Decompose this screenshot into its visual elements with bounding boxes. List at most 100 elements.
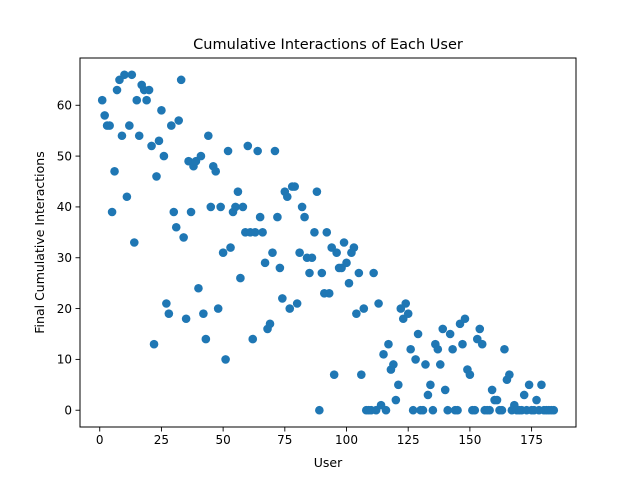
data-point-44 (206, 202, 216, 212)
data-point-75 (282, 192, 292, 202)
data-point-25 (159, 151, 169, 161)
y-tick-label-3: 30 (57, 251, 72, 265)
data-point-138 (438, 324, 448, 334)
data-point-88 (315, 405, 324, 415)
data-point-18 (142, 95, 151, 105)
data-point-51 (223, 146, 233, 156)
data-point-64 (255, 212, 265, 222)
data-point-139 (440, 385, 450, 395)
data-point-89 (317, 268, 327, 278)
x-axis-ticks: 0 25 50 75 100 125 150 175 (96, 427, 543, 447)
x-tick-label-4: 100 (335, 433, 358, 447)
data-point-157 (485, 405, 494, 415)
y-tick-label-2: 20 (57, 302, 72, 316)
data-point-80 (295, 248, 304, 257)
data-point-30 (171, 222, 181, 232)
data-point-59 (243, 141, 253, 151)
data-point-94 (329, 370, 339, 379)
data-point-42 (201, 334, 211, 344)
data-point-123 (401, 299, 411, 308)
data-point-4 (107, 207, 117, 217)
data-point-82 (300, 212, 309, 222)
x-tick-label-0: 0 (96, 433, 104, 447)
data-point-154 (477, 339, 487, 349)
x-axis-label: User (314, 455, 343, 470)
data-point-29 (169, 207, 179, 217)
y-tick-label-1: 10 (57, 353, 72, 367)
data-point-41 (199, 309, 208, 318)
data-point-183 (549, 405, 559, 415)
data-point-21 (149, 339, 159, 349)
data-point-10 (122, 192, 132, 202)
data-point-14 (132, 95, 142, 105)
data-point-151 (470, 405, 480, 415)
x-tick-label-6: 150 (458, 433, 481, 447)
data-point-92 (324, 289, 334, 298)
data-point-22 (152, 172, 161, 181)
data-point-178 (537, 380, 546, 390)
data-point-147 (460, 314, 470, 324)
data-point-11 (125, 121, 134, 130)
data-point-115 (381, 405, 391, 415)
data-point-98 (339, 238, 349, 247)
data-point-134 (428, 405, 438, 415)
data-point-12 (127, 70, 137, 80)
data-point-91 (322, 228, 332, 237)
data-point-163 (500, 344, 509, 354)
data-point-1 (100, 111, 109, 120)
y-tick-label-5: 50 (57, 149, 72, 163)
data-point-86 (310, 228, 319, 237)
data-point-69 (268, 248, 277, 257)
data-point-171 (519, 390, 529, 400)
data-point-99 (342, 258, 351, 268)
y-tick-label-6: 60 (57, 99, 72, 113)
data-point-72 (275, 263, 285, 273)
data-point-34 (181, 314, 191, 324)
data-point-126 (408, 405, 418, 415)
data-point-130 (418, 405, 428, 415)
data-point-120 (394, 380, 403, 390)
data-point-162 (497, 405, 507, 415)
data-point-112 (374, 299, 383, 308)
data-point-47 (213, 304, 223, 313)
data-point-173 (524, 380, 534, 390)
data-point-149 (465, 370, 475, 379)
data-point-52 (226, 243, 235, 252)
data-point-85 (307, 253, 317, 263)
data-point-54 (231, 202, 240, 212)
x-tick-label-5: 125 (397, 433, 420, 447)
data-point-65 (258, 228, 267, 237)
y-tick-label-4: 40 (57, 200, 72, 214)
data-point-103 (352, 309, 361, 318)
data-point-100 (344, 278, 354, 288)
data-point-132 (423, 390, 433, 400)
data-point-128 (413, 329, 423, 339)
data-point-84 (305, 268, 314, 278)
data-point-76 (285, 304, 295, 313)
data-point-32 (176, 75, 186, 85)
x-tick-label-1: 25 (154, 433, 169, 447)
data-point-116 (384, 339, 393, 349)
x-tick-label-3: 75 (277, 433, 292, 447)
data-point-36 (186, 207, 196, 217)
data-point-110 (369, 268, 378, 278)
data-point-40 (196, 151, 206, 161)
data-point-119 (391, 395, 401, 405)
data-point-0 (97, 95, 107, 105)
data-point-39 (194, 283, 203, 293)
data-point-133 (426, 380, 435, 390)
data-point-124 (403, 309, 413, 318)
chart-title: Cumulative Interactions of Each User (193, 37, 463, 53)
data-point-43 (204, 131, 213, 141)
data-point-153 (475, 324, 485, 334)
data-points (97, 70, 559, 415)
data-point-137 (435, 360, 445, 369)
data-point-140 (443, 405, 452, 415)
data-point-55 (233, 187, 243, 196)
y-tick-label-0: 0 (64, 404, 72, 418)
plot-area-frame (79, 57, 577, 428)
data-point-158 (487, 385, 497, 395)
data-point-5 (110, 167, 119, 176)
data-point-73 (278, 294, 287, 303)
